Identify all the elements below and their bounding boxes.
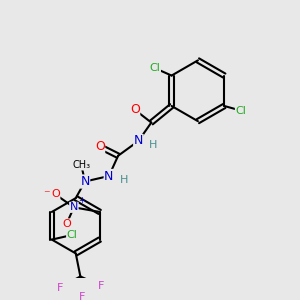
- Text: H: H: [119, 175, 128, 185]
- Text: N: N: [70, 202, 78, 212]
- Text: O: O: [62, 219, 71, 229]
- Text: O: O: [130, 103, 140, 116]
- Text: F: F: [57, 283, 63, 292]
- Text: O: O: [51, 189, 60, 200]
- Text: F: F: [98, 281, 104, 291]
- Text: N: N: [104, 169, 114, 182]
- Text: F: F: [79, 292, 86, 300]
- Text: N: N: [134, 134, 143, 148]
- Text: CH₃: CH₃: [72, 160, 90, 170]
- Text: Cl: Cl: [150, 63, 160, 73]
- Text: +: +: [78, 196, 85, 206]
- Text: H: H: [149, 140, 157, 150]
- Text: Cl: Cl: [67, 230, 77, 240]
- Text: N: N: [80, 175, 90, 188]
- Text: ⁻: ⁻: [43, 188, 50, 201]
- Text: O: O: [95, 140, 105, 153]
- Text: Cl: Cl: [236, 106, 246, 116]
